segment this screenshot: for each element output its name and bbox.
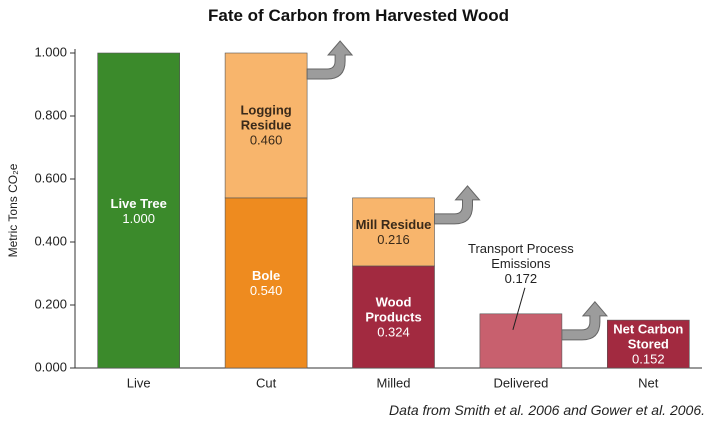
segment-value-label: 0.216 bbox=[377, 231, 410, 247]
segment-value-label: 0.324 bbox=[377, 324, 410, 340]
source-note: Data from Smith et al. 2006 and Gower et… bbox=[389, 402, 705, 418]
segment-name: Bole bbox=[252, 267, 281, 283]
x-tick-label: Delivered bbox=[493, 375, 548, 390]
segment-value-label: 0.460 bbox=[249, 132, 283, 148]
segment-name: Live Tree bbox=[110, 195, 167, 211]
segment-label: Net Carbon Stored 0.152 bbox=[610, 322, 686, 367]
bar-segment bbox=[224, 197, 308, 369]
chart-title: Fate of Carbon from Harvested Wood bbox=[208, 6, 509, 25]
y-tick-label: 0.400 bbox=[34, 233, 67, 248]
leader-line bbox=[512, 287, 526, 330]
y-tick-label: 0.600 bbox=[34, 170, 67, 185]
x-tick-label: Net bbox=[638, 375, 659, 390]
segment-label: Live Tree 1.000 bbox=[101, 196, 177, 226]
x-tick-label: Live bbox=[127, 375, 151, 390]
segment-name: Transport Process Emissions bbox=[468, 240, 574, 271]
bar-segment bbox=[224, 52, 308, 199]
segment-label: Wood Products 0.324 bbox=[356, 294, 432, 339]
bar-segment bbox=[479, 313, 563, 369]
emission-arrow bbox=[306, 40, 354, 80]
segment-label: Bole 0.540 bbox=[228, 268, 304, 298]
segment-label: Logging Residue 0.460 bbox=[228, 103, 304, 148]
segment-name: Mill Residue bbox=[355, 216, 432, 232]
y-tick-label: 1.000 bbox=[34, 44, 67, 59]
segment-value-label: 0.152 bbox=[632, 351, 665, 367]
emission-arrow bbox=[434, 185, 481, 225]
segment-value-label: 0.540 bbox=[249, 282, 283, 298]
segment-label: Transport Process Emissions 0.172 bbox=[466, 241, 576, 286]
segment-label: Mill Residue 0.216 bbox=[356, 217, 432, 247]
segment-value-label: 1.000 bbox=[122, 210, 155, 226]
x-tick-label: Cut bbox=[256, 375, 277, 390]
bar-segment bbox=[352, 265, 435, 369]
segment-value-label: 0.172 bbox=[504, 270, 538, 286]
y-tick-label: 0.000 bbox=[34, 359, 67, 374]
segment-name: Net Carbon Stored bbox=[613, 321, 684, 352]
segment-name: Wood Products bbox=[365, 294, 422, 325]
x-tick-label: Milled bbox=[377, 375, 411, 390]
bar-segment bbox=[352, 197, 435, 267]
segment-name: Logging Residue bbox=[240, 102, 292, 133]
y-tick-label: 0.200 bbox=[34, 296, 67, 311]
y-tick-label: 0.800 bbox=[34, 107, 67, 122]
emission-arrow bbox=[561, 301, 608, 341]
bar-segment bbox=[606, 319, 690, 369]
bar-segment bbox=[97, 52, 180, 369]
y-axis-label: Metric Tons CO₂e bbox=[6, 163, 20, 257]
